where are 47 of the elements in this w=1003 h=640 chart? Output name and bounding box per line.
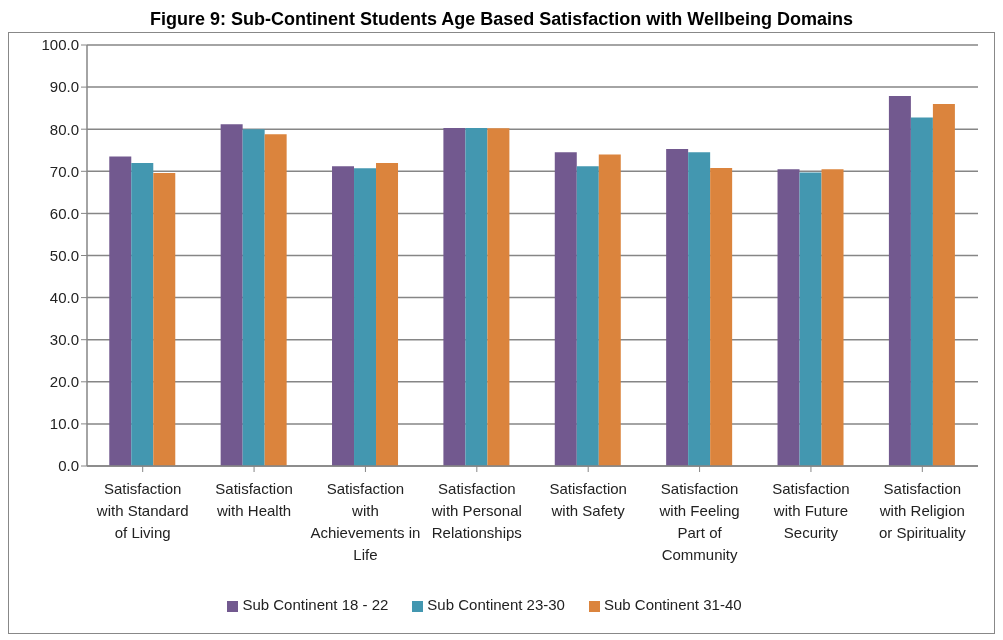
y-tick-label: 90.0 xyxy=(49,78,79,96)
bar xyxy=(821,169,844,466)
y-tick-label: 0.0 xyxy=(58,457,79,475)
y-tick-label: 40.0 xyxy=(49,288,79,306)
bar xyxy=(465,127,488,466)
bar xyxy=(576,166,599,466)
x-tick-label: Satisfaction with Future Security xyxy=(772,480,850,541)
x-tick-label: Satisfaction with Feeling Part of Community xyxy=(658,480,740,563)
bar xyxy=(799,172,822,466)
legend-label: Sub Continent 23-30 xyxy=(427,596,565,613)
bar xyxy=(153,172,176,466)
bar xyxy=(332,166,355,466)
bar xyxy=(910,117,933,466)
x-tick-label: Satisfaction with Safety xyxy=(549,480,627,519)
chart-title: Figure 9: Sub-Continent Students Age Based Satisfaction with Wellbeing Domains xyxy=(148,8,855,31)
bar xyxy=(932,103,955,466)
bar xyxy=(376,162,399,466)
bar xyxy=(354,168,377,466)
bar xyxy=(710,167,733,466)
y-tick-label: 100.0 xyxy=(41,36,79,54)
bar xyxy=(242,129,265,466)
y-tick-label: 70.0 xyxy=(49,162,79,180)
bar xyxy=(777,169,800,466)
x-tick-label: Satisfaction with Standard of Living xyxy=(95,480,189,541)
y-tick-label: 30.0 xyxy=(49,331,79,349)
y-tick-label: 20.0 xyxy=(49,373,79,391)
bar xyxy=(487,128,510,466)
y-tick-label: 50.0 xyxy=(49,246,79,264)
x-tick-label: Satisfaction with Health xyxy=(215,480,293,519)
bar xyxy=(666,148,689,466)
legend-label: Sub Continent 18 - 22 xyxy=(242,596,389,613)
y-tick-label: 60.0 xyxy=(49,204,79,222)
y-tick-label: 80.0 xyxy=(49,120,79,138)
bar xyxy=(688,152,711,466)
x-tick-label: Satisfaction with Religion or Spirituality xyxy=(878,480,967,541)
bar xyxy=(109,156,132,466)
x-tick-label: Satisfaction with Achievements in Life xyxy=(310,480,421,563)
bar xyxy=(598,154,621,466)
bar xyxy=(554,152,577,466)
y-tick-label: 10.0 xyxy=(49,415,79,433)
bar xyxy=(131,162,154,466)
legend-label: Sub Continent 31-40 xyxy=(603,596,742,613)
bar xyxy=(220,124,243,466)
x-tick-label: Satisfaction with Personal Relationships xyxy=(430,480,522,541)
bar xyxy=(264,134,287,466)
bar xyxy=(443,127,466,466)
bar xyxy=(888,95,911,466)
